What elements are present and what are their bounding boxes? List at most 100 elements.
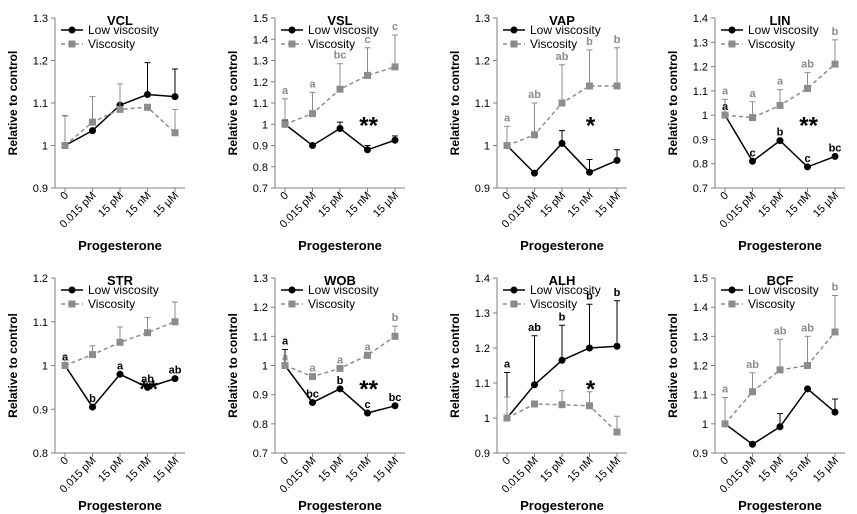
x-axis-label: Progesterone: [738, 238, 822, 253]
legend-marker: [510, 40, 518, 48]
data-point: [804, 362, 811, 369]
significance-letter: a: [777, 76, 784, 88]
y-tick-label: 0.9: [475, 448, 490, 460]
series-line-low-viscosity: [506, 142, 618, 175]
data-point: [309, 142, 316, 149]
data-point: [749, 388, 756, 396]
y-axis-label: Relative to control: [666, 51, 680, 156]
legend-label: Viscosity: [748, 37, 795, 51]
y-tick-label: 0.9: [253, 390, 268, 402]
significance-letter: c: [392, 21, 398, 33]
x-tick-label: 15 µM: [371, 455, 401, 485]
x-axis-label: Progesterone: [78, 238, 162, 253]
significance-letter: a: [504, 112, 511, 124]
y-tick-label: 1.2: [33, 273, 48, 285]
data-point: [776, 366, 784, 374]
data-point: [144, 103, 151, 111]
x-tick-label: 15 nM: [566, 190, 596, 220]
y-tick-label: 0.7: [693, 183, 708, 195]
data-point: [531, 131, 538, 139]
significance-letter: b: [777, 127, 784, 139]
data-point: [364, 71, 371, 79]
x-tick-label: 15 pM: [756, 455, 786, 485]
significance-letter: bc: [334, 50, 347, 62]
legend-label: Low viscosity: [88, 23, 159, 37]
legend-marker: [728, 40, 736, 48]
y-tick-label: 0.9: [253, 141, 268, 153]
significance-letter: b: [559, 311, 566, 323]
series-line-viscosity: [64, 106, 176, 147]
legend-label: Low viscosity: [748, 23, 819, 37]
data-point: [309, 110, 316, 118]
data-point: [531, 400, 538, 408]
significance-letter: c: [364, 399, 370, 411]
data-point: [144, 91, 151, 98]
significance-letter: a: [309, 363, 316, 375]
y-tick-label: 1.2: [475, 343, 490, 355]
x-tick-label: 15 nM: [344, 190, 374, 220]
data-point: [391, 63, 399, 71]
significance-letter: ab: [801, 322, 814, 334]
data-point: [116, 105, 124, 113]
chart-title: VSL: [327, 13, 352, 28]
x-tick-label: 15 nM: [784, 190, 814, 220]
legend-label: Viscosity: [530, 297, 577, 311]
data-point: [613, 342, 621, 350]
data-point: [89, 403, 96, 411]
legend-marker: [288, 286, 296, 294]
data-point: [281, 362, 289, 369]
legend-marker: [68, 300, 76, 308]
x-tick-label: 15 nM: [124, 455, 154, 485]
legend-marker: [288, 26, 296, 34]
data-point: [721, 111, 729, 119]
data-point: [391, 136, 399, 144]
significance-letter: bc: [306, 389, 319, 401]
data-point: [391, 332, 399, 340]
data-point: [804, 84, 811, 92]
data-point: [804, 163, 811, 171]
y-tick-label: 1.1: [475, 378, 490, 390]
y-tick-label: 1.2: [33, 56, 48, 68]
legend-label: Low viscosity: [308, 23, 379, 37]
data-point: [309, 373, 316, 381]
data-point: [776, 423, 784, 431]
x-tick-label: 15 nM: [344, 455, 374, 485]
chart-title: STR: [107, 273, 134, 288]
significance-letter: b: [586, 290, 593, 302]
data-point: [558, 356, 566, 364]
data-point: [531, 169, 538, 177]
legend-marker: [68, 26, 76, 34]
y-tick-label: 1.1: [693, 390, 708, 402]
y-tick-label: 1.4: [475, 273, 490, 285]
x-tick-label: 15 pM: [538, 190, 568, 220]
y-tick-label: 0.8: [33, 448, 48, 460]
x-tick-label: 15 µM: [593, 455, 623, 485]
chart-title: WOB: [324, 273, 356, 288]
y-tick-label: 1.2: [253, 77, 268, 89]
legend-marker: [510, 286, 518, 294]
y-tick-label: 1: [262, 119, 268, 131]
data-point: [89, 127, 96, 135]
data-point: [586, 168, 593, 176]
y-tick-label: 1.1: [33, 317, 48, 329]
significance-letter: b: [614, 287, 621, 299]
x-tick-label: 15 µM: [371, 190, 401, 220]
y-tick-label: 1: [702, 110, 708, 122]
data-point: [721, 420, 729, 428]
y-tick-label: 1.3: [253, 56, 268, 68]
significance-letter: b: [586, 36, 593, 48]
legend-label: Low viscosity: [530, 23, 601, 37]
y-tick-label: 1.1: [475, 98, 490, 110]
data-point: [586, 344, 593, 352]
x-tick-label: 15 µM: [151, 190, 181, 220]
x-axis-label: Progesterone: [520, 498, 604, 513]
y-tick-label: 1: [262, 361, 268, 373]
x-axis-label: Progesterone: [298, 498, 382, 513]
data-point: [144, 329, 151, 337]
y-tick-label: 0.8: [253, 419, 268, 431]
significance-letter: ab: [169, 365, 182, 377]
y-axis-label: Relative to control: [448, 313, 462, 418]
data-point: [89, 118, 96, 126]
significance-letter: ab: [528, 89, 541, 101]
